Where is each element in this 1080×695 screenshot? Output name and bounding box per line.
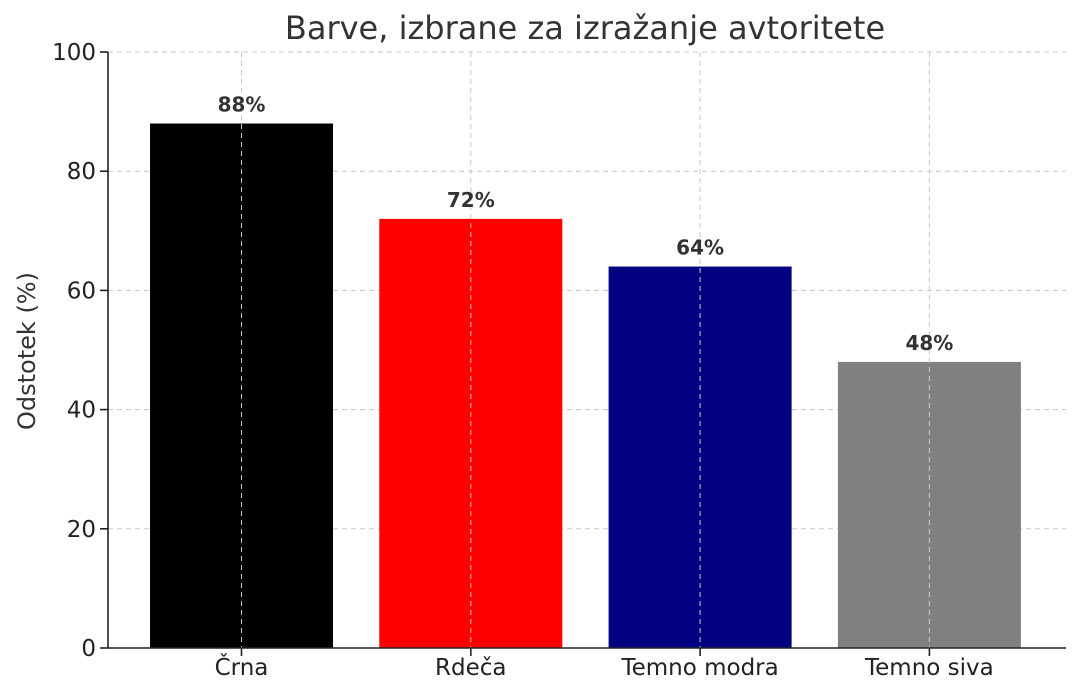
vertical-grid-lines xyxy=(241,52,930,648)
y-tick-label-0: 0 xyxy=(81,636,96,662)
data-label-2: 64% xyxy=(676,236,724,260)
data-label-0: 88% xyxy=(218,93,266,117)
grid-lines xyxy=(108,51,1066,530)
axes xyxy=(107,52,1066,649)
x-tick-label-3: Temno siva xyxy=(864,655,994,681)
bars xyxy=(150,123,1021,648)
y-tick-label-80: 80 xyxy=(67,159,96,185)
data-label-1: 72% xyxy=(447,188,495,212)
y-ticks: 0 20 40 60 80 100 xyxy=(52,40,108,662)
data-labels: 88% 72% 64% 48% xyxy=(218,93,954,355)
y-tick-label-40: 40 xyxy=(67,398,96,424)
y-tick-label-20: 20 xyxy=(67,517,96,543)
x-tick-label-0: Črna xyxy=(215,653,269,681)
y-tick-label-60: 60 xyxy=(67,278,96,304)
data-label-3: 48% xyxy=(905,331,953,355)
y-tick-label-100: 100 xyxy=(52,40,96,66)
x-tick-label-2: Temno modra xyxy=(620,655,778,681)
x-tick-label-1: Rdeča xyxy=(435,655,506,681)
x-ticks: Črna Rdeča Temno modra Temno siva xyxy=(215,648,994,681)
y-axis-label: Odstotek (%) xyxy=(13,272,41,430)
chart-title: Barve, izbrane za izražanje avtoritete xyxy=(285,9,885,47)
